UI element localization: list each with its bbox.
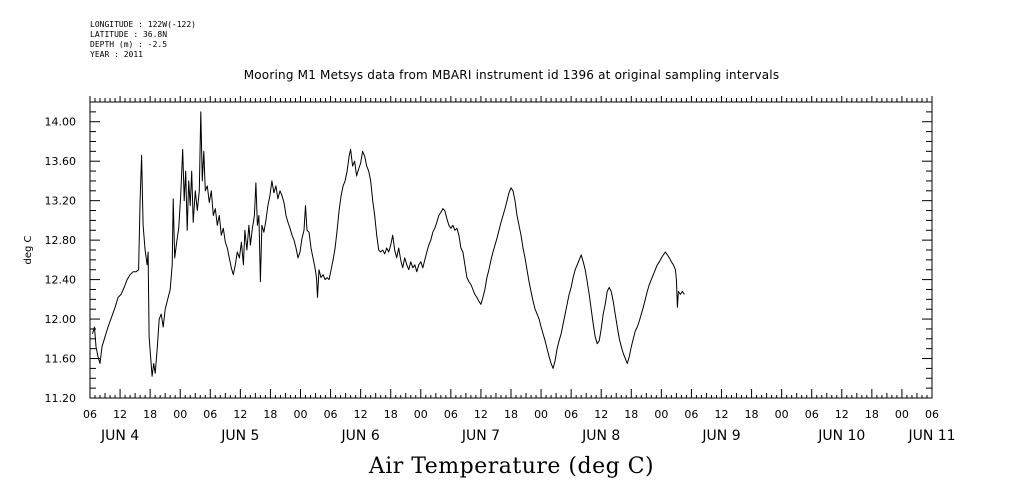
y-tick-label: 13.60 xyxy=(45,155,77,168)
y-tick-label: 11.60 xyxy=(45,353,77,366)
x-tick-label: 12 xyxy=(113,408,127,421)
chart-title-wrap: Mooring M1 Metsys data from MBARI instru… xyxy=(0,68,1009,82)
x-tick-label: 06 xyxy=(444,408,458,421)
header-latitude: LATITUDE : 36.8N xyxy=(90,30,168,39)
x-tick-label: 12 xyxy=(594,408,608,421)
series-line xyxy=(92,111,685,377)
x-tick-label: 00 xyxy=(173,408,187,421)
x-tick-label: 06 xyxy=(564,408,578,421)
x-day-label: JUN 7 xyxy=(461,428,500,444)
x-tick-label: 00 xyxy=(654,408,668,421)
y-tick-label: 12.00 xyxy=(45,313,77,326)
plot-frame xyxy=(89,101,933,399)
header-longitude: LONGITUDE : 122W(-122) xyxy=(90,20,196,29)
x-tick-label: 00 xyxy=(414,408,428,421)
x-tick-label: 18 xyxy=(263,408,277,421)
x-tick-label: 12 xyxy=(835,408,849,421)
x-day-label: JUN 11 xyxy=(907,428,955,444)
y-tick-label: 12.80 xyxy=(45,234,77,247)
x-tick-label: 06 xyxy=(83,408,97,421)
x-axis-label-wrap: Air Temperature (deg C) xyxy=(0,454,1009,479)
x-tick-label: 12 xyxy=(354,408,368,421)
y-tick-label: 11.20 xyxy=(45,392,77,405)
x-axis-label: Air Temperature (deg C) xyxy=(368,454,655,479)
chart-title: Mooring M1 Metsys data from MBARI instru… xyxy=(243,68,780,82)
x-day-label: JUN 8 xyxy=(581,428,620,444)
y-axis-label: deg C xyxy=(23,235,34,264)
x-day-label: JUN 5 xyxy=(220,428,259,444)
y-tick-label: 12.40 xyxy=(45,274,77,287)
x-tick-label: 18 xyxy=(504,408,518,421)
x-tick-label: 00 xyxy=(775,408,789,421)
x-tick-label: 06 xyxy=(925,408,939,421)
x-tick-label: 12 xyxy=(715,408,729,421)
header-year: YEAR : 2011 xyxy=(90,50,143,59)
x-day-label: JUN 9 xyxy=(701,428,740,444)
x-tick-label: 06 xyxy=(203,408,217,421)
x-tick-label: 00 xyxy=(534,408,548,421)
series-group xyxy=(92,111,685,377)
x-tick-label: 18 xyxy=(143,408,157,421)
x-tick-label: 12 xyxy=(474,408,488,421)
y-tick-label: 13.20 xyxy=(45,195,77,208)
x-tick-label: 06 xyxy=(684,408,698,421)
x-tick-label: 00 xyxy=(895,408,909,421)
y-tick-label: 14.00 xyxy=(45,116,77,129)
x-axis: 06 12 18 00 06 12 18 00 06 12 18 00 06 12 18 00 06 12 18 00… xyxy=(83,96,956,444)
x-tick-label: 12 xyxy=(233,408,247,421)
x-tick-label: 18 xyxy=(865,408,879,421)
x-tick-label: 18 xyxy=(384,408,398,421)
x-tick-label: 18 xyxy=(745,408,759,421)
header-metadata: LONGITUDE : 122W(-122) LATITUDE : 36.8N … xyxy=(90,20,196,60)
x-tick-label: 00 xyxy=(294,408,308,421)
x-day-label: JUN 10 xyxy=(817,428,865,444)
x-tick-label: 06 xyxy=(324,408,338,421)
y-axis: 11.20 11.60 12.00 12.40 12.80 13.20 13.60 14.00 xyxy=(45,101,932,405)
header-depth: DEPTH (m) : -2.5 xyxy=(90,40,168,49)
x-tick-label: 06 xyxy=(805,408,819,421)
x-day-label: JUN 4 xyxy=(100,428,139,444)
x-tick-label: 18 xyxy=(624,408,638,421)
x-day-label: JUN 6 xyxy=(341,428,380,444)
